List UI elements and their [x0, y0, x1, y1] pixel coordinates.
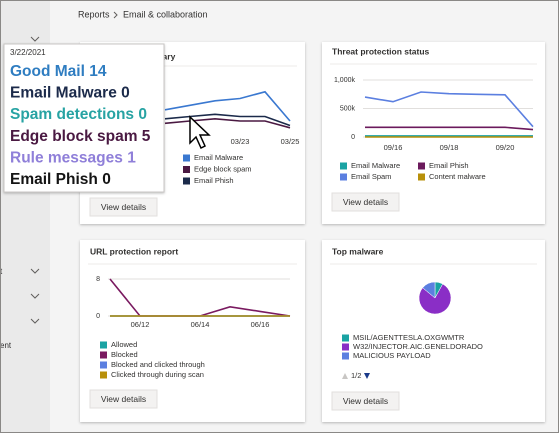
legend-swatch: [340, 162, 347, 170]
sidebar-item[interactable]: ent: [0, 341, 12, 350]
tooltip-item: Good Mail 14: [10, 63, 107, 80]
tooltip-box: [3, 43, 165, 193]
y-tick-label: 0: [351, 134, 355, 141]
tooltip-item: Edge block spam 5: [10, 128, 151, 145]
tooltip-item-name: Rule messages: [10, 149, 123, 166]
card-title: mary: [155, 51, 176, 61]
y-tick-label: 1,000k: [334, 77, 356, 84]
mouse-cursor: [189, 115, 211, 150]
tooltip-item: Email Phish 0: [10, 171, 111, 188]
legend-swatch: [418, 162, 425, 170]
breadcrumb-separator: [113, 11, 118, 19]
legend-swatch: [100, 341, 107, 349]
x-tick-label: 09/20: [496, 143, 515, 152]
legend-label: Blocked and clicked through: [111, 360, 205, 369]
view-details-label[interactable]: View details: [343, 396, 388, 406]
legend-label: Clicked through during scan: [111, 370, 204, 379]
series-line: [364, 91, 534, 128]
legend-swatch: [183, 154, 190, 162]
legend-label: Blocked: [111, 350, 138, 359]
view-details-label[interactable]: View details: [101, 202, 146, 212]
legend-label: MSIL/AGENTTESLA.OXGWMTR: [353, 333, 465, 342]
legend-swatch: [183, 177, 190, 185]
legend-label: Email Malware: [194, 153, 243, 162]
tooltip-item-value: 0: [138, 106, 147, 123]
x-tick-label: 03/23: [231, 137, 250, 146]
tooltip-item-name: Spam detections: [10, 106, 134, 123]
breadcrumb-current: Email & collaboration: [123, 9, 208, 19]
legend-swatch: [418, 173, 425, 181]
tooltip-item-value: 0: [121, 85, 130, 102]
sidebar-chevrons: [30, 36, 40, 324]
legend-swatch: [342, 352, 349, 360]
legend-label: Content malware: [429, 172, 486, 181]
legend-label: Allowed: [111, 340, 137, 349]
view-details-button[interactable]: [331, 192, 400, 212]
view-details-button[interactable]: [89, 197, 158, 217]
tooltip-item: Email Malware 0: [10, 85, 130, 102]
sidebar-item[interactable]: t: [0, 267, 3, 276]
pie-slice: [422, 281, 436, 299]
x-tick-label: 09/16: [384, 143, 403, 152]
legend-label: MALICIOUS PAYLOAD: [353, 351, 431, 360]
series-line: [164, 90, 291, 122]
tooltip-item-value: 1: [127, 149, 136, 166]
x-tick-label: 06/16: [251, 320, 270, 329]
legend-swatch: [100, 351, 107, 359]
legend-label: Email Phish: [194, 176, 234, 185]
tooltip-item-name: Email Phish: [10, 171, 98, 188]
pager-prev[interactable]: [342, 373, 348, 379]
legend-label: Email Malware: [351, 161, 400, 170]
tooltip-item: Spam detections 0: [10, 106, 147, 123]
tooltip-item-name: Good Mail: [10, 63, 85, 80]
legend-swatch: [342, 334, 349, 342]
tooltip-item-value: 5: [142, 128, 151, 145]
legend-swatch: [100, 361, 107, 369]
legend-swatch: [183, 166, 190, 173]
legend-swatch: [100, 371, 107, 379]
legend-label: Email Phish: [429, 161, 469, 170]
series-line: [164, 113, 291, 127]
legend-label: W32/INJECTOR.AIC.GENELDORADO: [353, 342, 483, 351]
charts: mary 03/23 03/25 Email Malware Edge block sp…: [90, 46, 534, 380]
tooltip-item-value: 0: [102, 171, 111, 188]
x-tick-label: 06/12: [131, 320, 150, 329]
buttons: View details View details View details View…: [89, 192, 400, 411]
x-tick-label: 09/18: [440, 143, 459, 152]
series-line: [365, 126, 534, 131]
pager-next[interactable]: [364, 373, 370, 379]
legend-swatch: [342, 343, 349, 351]
series-line: [164, 117, 291, 129]
card-title: Threat protection status: [332, 46, 430, 56]
view-details-button[interactable]: [89, 389, 158, 409]
y-tick-label: 8: [96, 276, 100, 283]
breadcrumb-link[interactable]: Reports: [78, 9, 110, 19]
card-title: Top malware: [332, 246, 384, 256]
legend-label: Edge block spam: [194, 164, 252, 173]
y-tick-label: 500k: [340, 105, 356, 112]
legend-label: Email Spam: [351, 172, 391, 181]
tooltip-date: 3/22/2021: [10, 48, 46, 57]
tooltip-item-value: 14: [89, 63, 107, 80]
view-details-label[interactable]: View details: [101, 394, 146, 404]
view-details-button[interactable]: [331, 391, 400, 411]
view-details-label[interactable]: View details: [343, 197, 388, 207]
y-tick-label: 0: [96, 313, 100, 320]
tooltip-item: Rule messages 1: [10, 149, 136, 166]
tooltip-item-name: Email Malware: [10, 85, 117, 102]
x-tick-label: 06/14: [191, 320, 210, 329]
pager-label: 1/2: [351, 371, 361, 380]
x-tick-label: 03/25: [281, 137, 300, 146]
tooltip-item-name: Edge block spam: [10, 128, 137, 145]
card-title: URL protection report: [90, 246, 178, 256]
legend-swatch: [340, 173, 347, 181]
